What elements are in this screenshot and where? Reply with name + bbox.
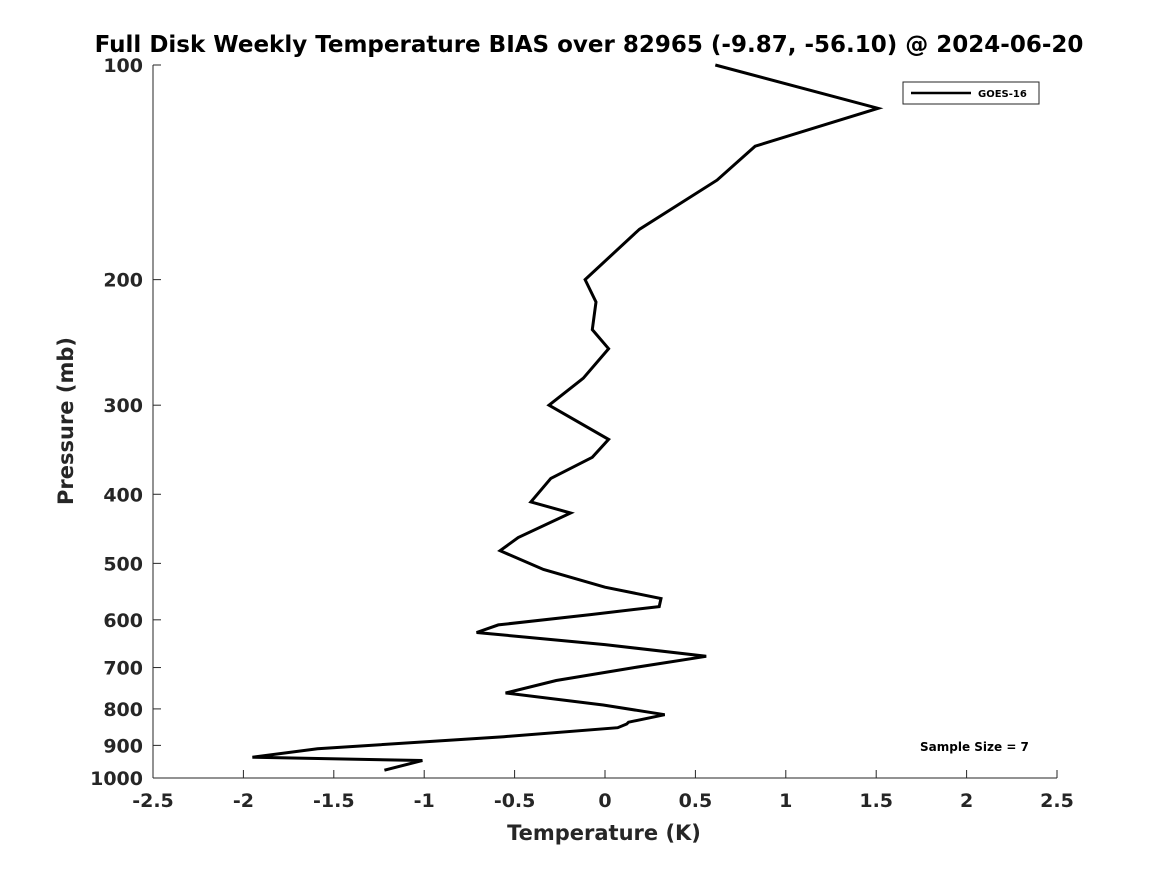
x-tick-label: 0.5 — [679, 790, 713, 812]
y-tick-label: 1000 — [90, 768, 143, 790]
series-line-goes-16 — [252, 63, 884, 772]
x-tick-label: 2 — [960, 790, 973, 812]
legend: GOES-16 — [902, 81, 1040, 105]
y-tick-label: 600 — [103, 610, 143, 632]
x-tick-label: 1.5 — [859, 790, 893, 812]
y-tick-label: 900 — [103, 735, 143, 757]
y-tick-label: 200 — [103, 270, 143, 292]
y-tick-label: 500 — [103, 553, 143, 575]
y-tick-label: 400 — [103, 484, 143, 506]
x-tick-label: 1 — [779, 790, 792, 812]
x-tick-label: -1.5 — [313, 790, 355, 812]
y-axis-label: Pressure (mb) — [54, 337, 78, 505]
x-tick-label: 0 — [598, 790, 611, 812]
legend-label-goes-16: GOES-16 — [978, 89, 1027, 100]
y-ticks: 100 200 300 400 500 600 700 800 900 1000 — [90, 55, 161, 790]
y-tick-label: 100 — [103, 55, 143, 77]
x-tick-label: -1 — [414, 790, 435, 812]
sample-size-annotation: Sample Size = 7 — [920, 740, 1029, 754]
y-tick-label: 800 — [103, 699, 143, 721]
x-tick-label: -2 — [233, 790, 254, 812]
x-tick-label: -0.5 — [494, 790, 536, 812]
x-axis-label: Temperature (K) — [507, 821, 701, 845]
x-tick-label: -2.5 — [132, 790, 174, 812]
x-ticks: -2.5 -2 -1.5 -1 -0.5 0 0.5 1 1.5 2 2.5 — [132, 770, 1074, 812]
x-tick-label: 2.5 — [1040, 790, 1074, 812]
series-layer — [252, 63, 884, 772]
chart-title: Full Disk Weekly Temperature BIAS over 8… — [95, 32, 1084, 58]
y-tick-label: 700 — [103, 658, 143, 680]
y-tick-label: 300 — [103, 395, 143, 417]
